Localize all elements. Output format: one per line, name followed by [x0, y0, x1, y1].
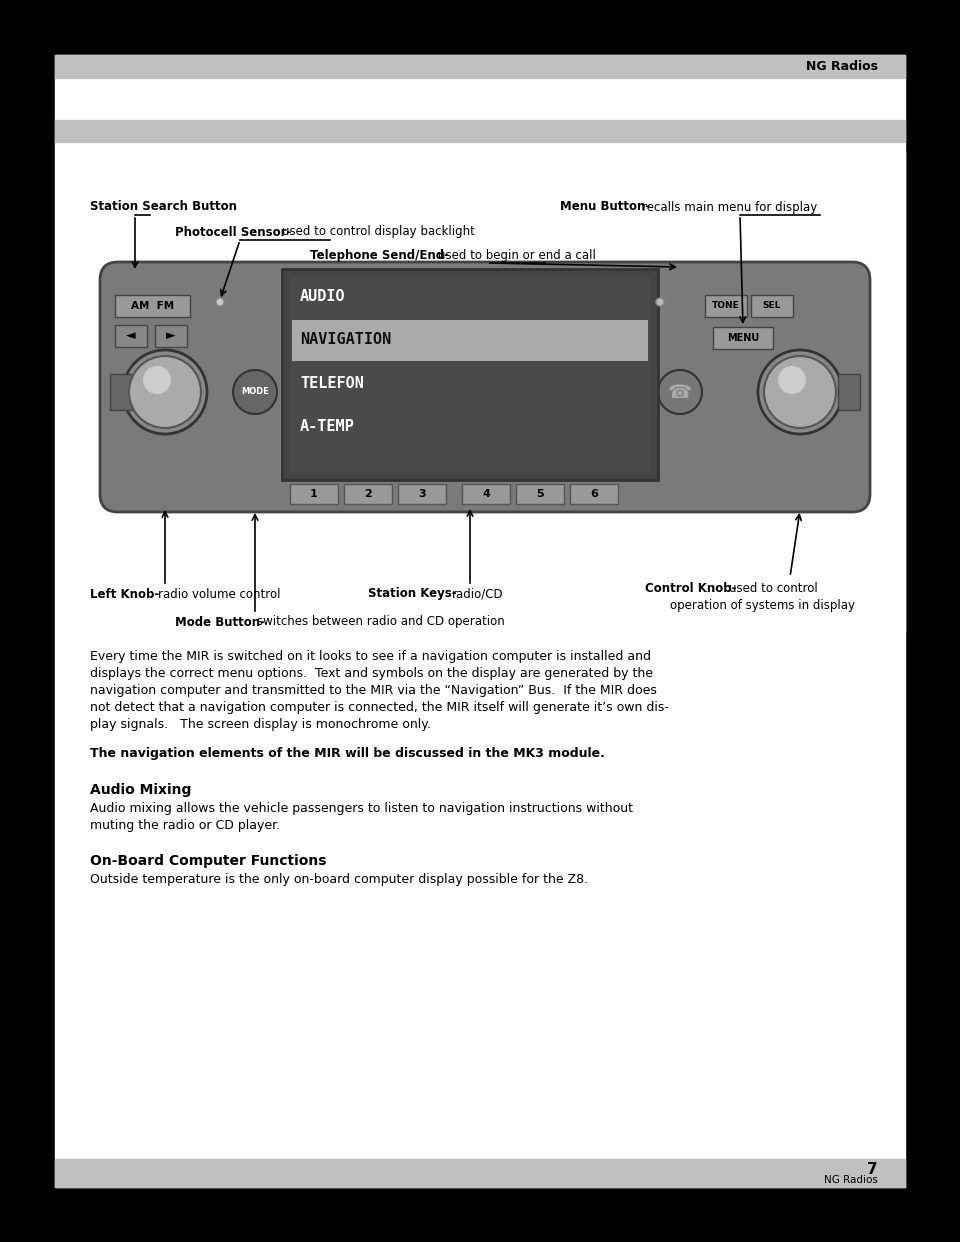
Text: Telephone Send/End-: Telephone Send/End- — [310, 248, 449, 262]
FancyBboxPatch shape — [100, 262, 870, 512]
Text: operation of systems in display: operation of systems in display — [670, 600, 855, 612]
Text: Menu Button-: Menu Button- — [560, 200, 650, 214]
Circle shape — [143, 366, 171, 394]
Text: A-TEMP: A-TEMP — [300, 419, 355, 433]
Text: not detect that a navigation computer is connected, the MIR itself will generate: not detect that a navigation computer is… — [90, 700, 669, 714]
Text: Audio Mixing: Audio Mixing — [90, 782, 191, 797]
Text: play signals.   The screen display is monochrome only.: play signals. The screen display is mono… — [90, 718, 431, 732]
Text: NAVIGATION: NAVIGATION — [300, 332, 392, 348]
Text: used to begin or end a call: used to begin or end a call — [438, 248, 596, 262]
Bar — [155, 325, 187, 347]
Text: muting the radio or CD player.: muting the radio or CD player. — [90, 818, 280, 832]
Text: TONE: TONE — [712, 302, 740, 310]
Text: Control Knob-: Control Knob- — [645, 582, 736, 595]
Bar — [115, 325, 147, 347]
Text: 3: 3 — [419, 489, 426, 499]
Bar — [55, 1159, 905, 1187]
Text: navigation computer and transmitted to the MIR via the “Navigation” Bus.  If the: navigation computer and transmitted to t… — [90, 684, 657, 697]
Text: switches between radio and CD operation: switches between radio and CD operation — [257, 616, 505, 628]
Bar — [290, 484, 338, 504]
Text: Every time the MIR is switched on it looks to see if a navigation computer is in: Every time the MIR is switched on it loo… — [90, 650, 651, 663]
Bar — [344, 484, 392, 504]
Text: 7: 7 — [868, 1161, 878, 1176]
Bar — [398, 484, 446, 504]
Text: Left Knob-: Left Knob- — [90, 587, 159, 600]
Bar — [751, 296, 793, 317]
Text: Station Keys-: Station Keys- — [368, 587, 457, 600]
Bar — [290, 277, 650, 472]
Bar — [65, 152, 905, 632]
Bar — [55, 55, 905, 78]
Text: Station Search Button: Station Search Button — [90, 200, 237, 214]
Text: NG Radios: NG Radios — [824, 1175, 878, 1185]
Text: Photocell Sensor-: Photocell Sensor- — [175, 226, 292, 238]
Bar — [110, 374, 132, 410]
Text: radio/CD: radio/CD — [452, 587, 504, 600]
Text: MODE: MODE — [241, 388, 269, 396]
Text: SEL: SEL — [763, 302, 781, 310]
Text: Mode Button-: Mode Button- — [175, 616, 265, 628]
Text: On-Board Computer Functions: On-Board Computer Functions — [90, 854, 326, 868]
Text: ◄: ◄ — [126, 329, 135, 343]
Bar — [713, 327, 773, 349]
Text: radio volume control: radio volume control — [158, 587, 280, 600]
Text: used to control: used to control — [729, 582, 818, 595]
Text: NG Radios: NG Radios — [806, 61, 878, 73]
Circle shape — [758, 350, 842, 433]
Circle shape — [778, 366, 806, 394]
Text: 1: 1 — [310, 489, 318, 499]
Circle shape — [123, 350, 207, 433]
Bar — [570, 484, 618, 504]
Circle shape — [216, 298, 224, 306]
Text: AUDIO: AUDIO — [300, 289, 346, 304]
Circle shape — [129, 356, 201, 428]
Text: recalls main menu for display: recalls main menu for display — [642, 200, 817, 214]
Circle shape — [764, 356, 836, 428]
Text: 2: 2 — [364, 489, 372, 499]
Bar — [55, 120, 905, 142]
Text: The navigation elements of the MIR will be discussed in the MK3 module.: The navigation elements of the MIR will … — [90, 746, 605, 760]
Text: ►: ► — [166, 329, 176, 343]
Bar — [115, 296, 190, 317]
Text: MENU: MENU — [727, 333, 759, 343]
Text: Audio mixing allows the vehicle passengers to listen to navigation instructions : Audio mixing allows the vehicle passenge… — [90, 802, 633, 815]
Circle shape — [656, 298, 664, 306]
Text: used to control display backlight: used to control display backlight — [282, 226, 475, 238]
Text: 6: 6 — [590, 489, 598, 499]
Text: TELEFON: TELEFON — [300, 375, 364, 390]
Text: ☎: ☎ — [668, 383, 692, 401]
Circle shape — [233, 370, 277, 414]
Bar — [516, 484, 564, 504]
Text: 4: 4 — [482, 489, 490, 499]
Text: Outside temperature is the only on-board computer display possible for the Z8.: Outside temperature is the only on-board… — [90, 873, 588, 886]
Text: 5: 5 — [537, 489, 543, 499]
Bar — [705, 296, 747, 317]
Text: displays the correct menu options.  Text and symbols on the display are generate: displays the correct menu options. Text … — [90, 667, 653, 681]
Bar — [55, 55, 905, 1187]
Bar — [282, 270, 658, 479]
Bar — [838, 374, 860, 410]
Circle shape — [658, 370, 702, 414]
Text: AM  FM: AM FM — [131, 301, 174, 310]
Bar — [462, 484, 510, 504]
Bar — [292, 320, 648, 361]
